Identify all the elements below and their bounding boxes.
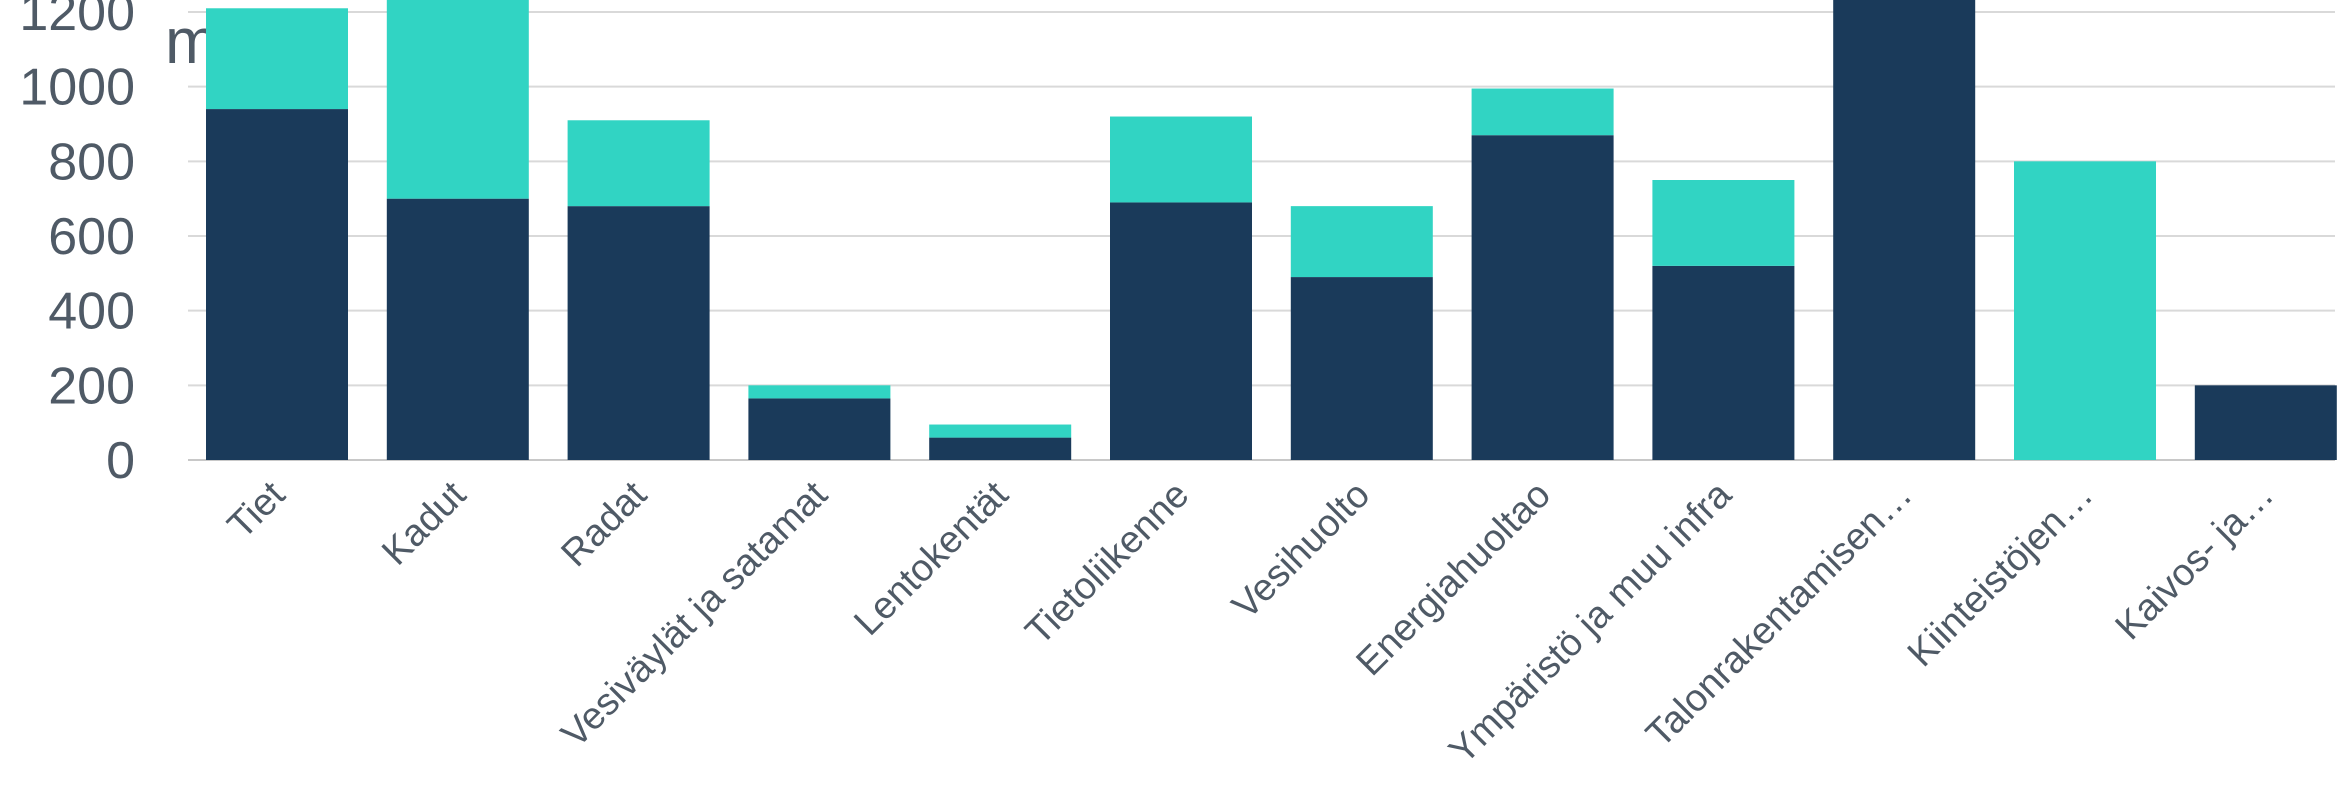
x-category-label: Lentokentät (846, 473, 1016, 643)
x-category-label: Kaivos- ja… (2108, 474, 2283, 649)
bar-segment-series-1 (929, 437, 1072, 460)
bar-segment-series-1 (1833, 0, 1976, 460)
bar-segment-series-1 (1652, 265, 1795, 460)
bar-segment-series-1 (748, 398, 891, 460)
y-tick-label: 1200 (19, 0, 135, 42)
bar-segment-series-1 (206, 109, 348, 461)
x-category-label: Kiinteistöjen… (1900, 474, 2101, 675)
x-category-label: Energiahuoltao (1348, 474, 1558, 684)
y-tick-label: 200 (48, 357, 135, 415)
y-tick-label: 800 (48, 133, 135, 191)
bar-segment-series-2 (206, 8, 348, 110)
bar-segment-series-2 (748, 385, 891, 399)
bars (206, 0, 2337, 461)
y-tick-label: 1000 (19, 59, 135, 117)
bar-segment-series-1 (1110, 202, 1252, 460)
bar-segment-series-2 (1290, 206, 1433, 278)
bar-segment-series-2 (929, 424, 1072, 438)
x-category-label: Tiet (220, 473, 294, 547)
x-category-label: Kadut (374, 473, 474, 573)
gridlines (188, 11, 2335, 461)
x-category-label: Tietoliikenne (1018, 474, 1198, 654)
bar-segment-series-2 (386, 0, 529, 199)
y-axis-ticks: 0200400600800100012001400 (19, 0, 135, 490)
bar-segment-series-2 (1471, 88, 1614, 136)
y-tick-label: 400 (48, 283, 135, 341)
y-tick-label: 600 (48, 208, 135, 266)
bar-segment-series-2 (2014, 161, 2156, 461)
y-tick-label: 0 (106, 432, 135, 490)
bar-segment-series-1 (567, 206, 710, 460)
x-category-label: Vesihuolto (1224, 474, 1378, 628)
bar-segment-series-2 (1110, 116, 1252, 203)
bar-segment-series-1 (1471, 135, 1614, 460)
bar-segment-series-1 (1290, 277, 1433, 460)
bar-segment-series-2 (567, 120, 710, 207)
bar-segment-series-1 (2194, 385, 2337, 460)
x-category-label: Radat (554, 473, 656, 575)
bar-segment-series-2 (1652, 180, 1795, 266)
bar-segment-series-1 (386, 198, 529, 460)
